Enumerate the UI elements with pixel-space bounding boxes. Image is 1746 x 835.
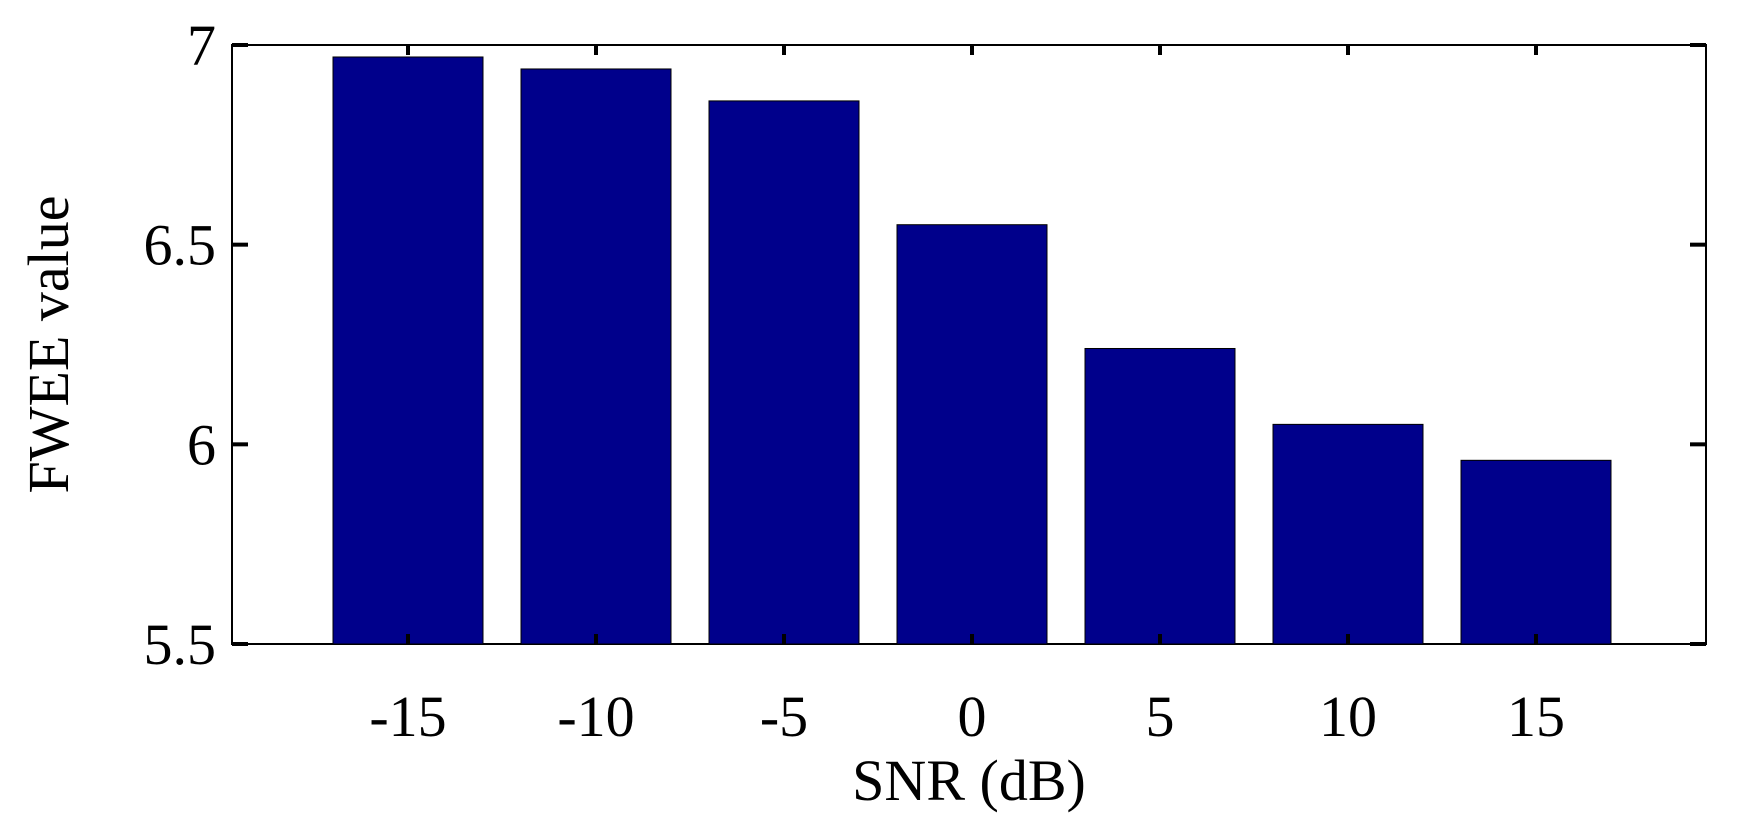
bar--10 <box>520 68 672 645</box>
x-tick-label-0: 0 <box>958 684 987 749</box>
x-tick-label-5: 5 <box>1146 684 1175 749</box>
x-tick-label--5: -5 <box>760 684 808 749</box>
x-tick-label--10: -10 <box>557 684 634 749</box>
x-tick-label-15: 15 <box>1507 684 1565 749</box>
bar-0 <box>896 224 1048 645</box>
x-axis-label: SNR (dB) <box>852 748 1086 813</box>
y-tick-label-6.5: 6.5 <box>144 213 217 278</box>
x-tick-label-10: 10 <box>1319 684 1377 749</box>
bar-15 <box>1460 459 1612 645</box>
tick-labels-group: -15 -10 -5 0 5 10 15 5.5 6 6.5 7 <box>144 13 1566 749</box>
bar-10 <box>1272 423 1424 645</box>
y-tick-label-6: 6 <box>187 412 216 477</box>
bar--15 <box>332 56 484 645</box>
x-tick-label--15: -15 <box>369 684 446 749</box>
bars-group <box>332 56 1612 645</box>
y-tick-label-7: 7 <box>187 13 216 78</box>
ticks-group <box>232 43 1706 646</box>
bar-5 <box>1084 347 1236 645</box>
y-axis-label: FWEE value <box>16 196 81 494</box>
bar--5 <box>708 100 860 645</box>
y-tick-label-5.5: 5.5 <box>144 612 217 677</box>
